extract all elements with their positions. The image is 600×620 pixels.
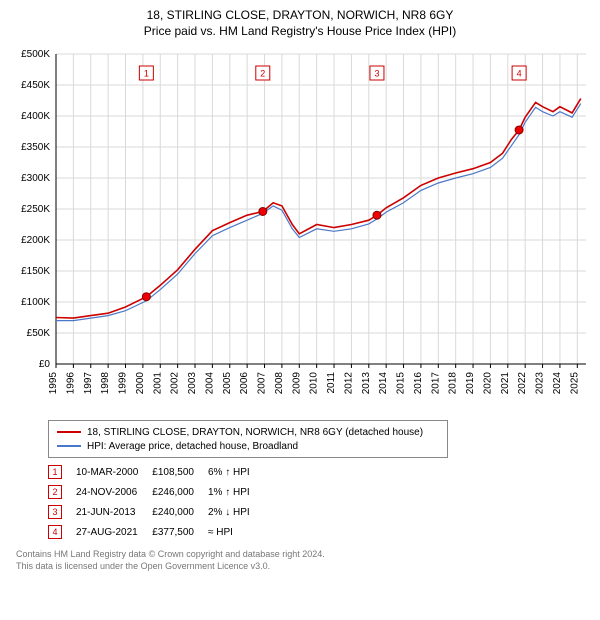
svg-text:1996: 1996 bbox=[65, 372, 76, 395]
sale-date: 10-MAR-2000 bbox=[76, 462, 152, 482]
svg-text:2000: 2000 bbox=[135, 372, 146, 395]
svg-text:1997: 1997 bbox=[83, 372, 94, 395]
svg-text:1998: 1998 bbox=[100, 372, 111, 395]
svg-text:2018: 2018 bbox=[448, 372, 459, 395]
svg-text:2017: 2017 bbox=[430, 372, 441, 395]
table-row: 2 24-NOV-2006£246,0001% ↑ HPI bbox=[48, 482, 264, 502]
sale-delta: 1% ↑ HPI bbox=[208, 482, 264, 502]
footer-line: This data is licensed under the Open Gov… bbox=[16, 560, 592, 572]
svg-text:2012: 2012 bbox=[343, 372, 354, 395]
svg-text:3: 3 bbox=[374, 68, 379, 78]
sale-badge: 2 bbox=[48, 485, 62, 499]
title-subtitle: Price paid vs. HM Land Registry's House … bbox=[8, 24, 592, 38]
price-chart-svg: £0 £50K £100K £150K £200K £250K £300K £350K £400… bbox=[8, 44, 592, 414]
svg-text:£250K: £250K bbox=[21, 204, 50, 215]
svg-text:£450K: £450K bbox=[21, 80, 50, 91]
footer-attribution: Contains HM Land Registry data © Crown c… bbox=[16, 548, 592, 572]
legend-item: 18, STIRLING CLOSE, DRAYTON, NORWICH, NR… bbox=[57, 425, 439, 439]
legend: 18, STIRLING CLOSE, DRAYTON, NORWICH, NR… bbox=[48, 420, 448, 458]
svg-text:2010: 2010 bbox=[309, 372, 320, 395]
table-row: 4 27-AUG-2021£377,500≈ HPI bbox=[48, 522, 264, 542]
footer-line: Contains HM Land Registry data © Crown c… bbox=[16, 548, 592, 560]
svg-text:2023: 2023 bbox=[535, 372, 546, 395]
svg-text:1995: 1995 bbox=[48, 372, 59, 395]
sale-delta: ≈ HPI bbox=[208, 522, 264, 542]
legend-label: HPI: Average price, detached house, Broa… bbox=[87, 441, 298, 452]
svg-text:2014: 2014 bbox=[378, 372, 389, 395]
svg-text:2001: 2001 bbox=[152, 372, 163, 395]
sale-date: 24-NOV-2006 bbox=[76, 482, 152, 502]
svg-text:2021: 2021 bbox=[500, 372, 511, 395]
svg-text:2006: 2006 bbox=[239, 372, 250, 395]
sale-delta: 2% ↓ HPI bbox=[208, 502, 264, 522]
legend-item: HPI: Average price, detached house, Broa… bbox=[57, 439, 439, 453]
sale-price: £240,000 bbox=[152, 502, 208, 522]
sale-price: £377,500 bbox=[152, 522, 208, 542]
svg-text:4: 4 bbox=[517, 68, 522, 78]
svg-text:£400K: £400K bbox=[21, 111, 50, 122]
svg-text:£500K: £500K bbox=[21, 49, 50, 60]
svg-text:2016: 2016 bbox=[413, 372, 424, 395]
svg-text:2015: 2015 bbox=[396, 372, 407, 395]
legend-swatch bbox=[57, 431, 81, 433]
sale-price: £246,000 bbox=[152, 482, 208, 502]
svg-text:2022: 2022 bbox=[517, 372, 528, 395]
svg-text:2002: 2002 bbox=[170, 372, 181, 395]
sale-date: 21-JUN-2013 bbox=[76, 502, 152, 522]
svg-text:2004: 2004 bbox=[204, 372, 215, 395]
svg-text:1: 1 bbox=[144, 68, 149, 78]
svg-text:2020: 2020 bbox=[482, 372, 493, 395]
sale-date: 27-AUG-2021 bbox=[76, 522, 152, 542]
sale-badge: 3 bbox=[48, 505, 62, 519]
sales-table: 1 10-MAR-2000£108,5006% ↑ HPI 2 24-NOV-2006… bbox=[48, 462, 264, 542]
svg-text:2024: 2024 bbox=[552, 372, 563, 395]
svg-text:2007: 2007 bbox=[257, 372, 268, 395]
sale-delta: 6% ↑ HPI bbox=[208, 462, 264, 482]
legend-swatch bbox=[57, 445, 81, 447]
title-address: 18, STIRLING CLOSE, DRAYTON, NORWICH, NR… bbox=[8, 8, 592, 22]
legend-label: 18, STIRLING CLOSE, DRAYTON, NORWICH, NR… bbox=[87, 427, 423, 438]
svg-text:2008: 2008 bbox=[274, 372, 285, 395]
sale-badge: 1 bbox=[48, 465, 62, 479]
svg-text:2003: 2003 bbox=[187, 372, 198, 395]
svg-text:2009: 2009 bbox=[291, 372, 302, 395]
svg-text:£50K: £50K bbox=[27, 328, 51, 339]
sale-badge: 4 bbox=[48, 525, 62, 539]
svg-text:£200K: £200K bbox=[21, 235, 50, 246]
chart-titles: 18, STIRLING CLOSE, DRAYTON, NORWICH, NR… bbox=[8, 8, 592, 38]
table-row: 1 10-MAR-2000£108,5006% ↑ HPI bbox=[48, 462, 264, 482]
svg-text:£300K: £300K bbox=[21, 173, 50, 184]
svg-text:£350K: £350K bbox=[21, 142, 50, 153]
svg-text:2013: 2013 bbox=[361, 372, 372, 395]
svg-text:£0: £0 bbox=[39, 359, 51, 370]
table-row: 3 21-JUN-2013£240,0002% ↓ HPI bbox=[48, 502, 264, 522]
svg-text:£150K: £150K bbox=[21, 266, 50, 277]
svg-text:2019: 2019 bbox=[465, 372, 476, 395]
svg-text:£100K: £100K bbox=[21, 297, 50, 308]
svg-text:2011: 2011 bbox=[326, 372, 337, 394]
svg-text:2005: 2005 bbox=[222, 372, 233, 395]
svg-text:2: 2 bbox=[260, 68, 265, 78]
svg-text:2025: 2025 bbox=[569, 372, 580, 395]
sale-price: £108,500 bbox=[152, 462, 208, 482]
chart-area: £0 £50K £100K £150K £200K £250K £300K £350K £400… bbox=[8, 44, 592, 414]
svg-text:1999: 1999 bbox=[118, 372, 129, 395]
